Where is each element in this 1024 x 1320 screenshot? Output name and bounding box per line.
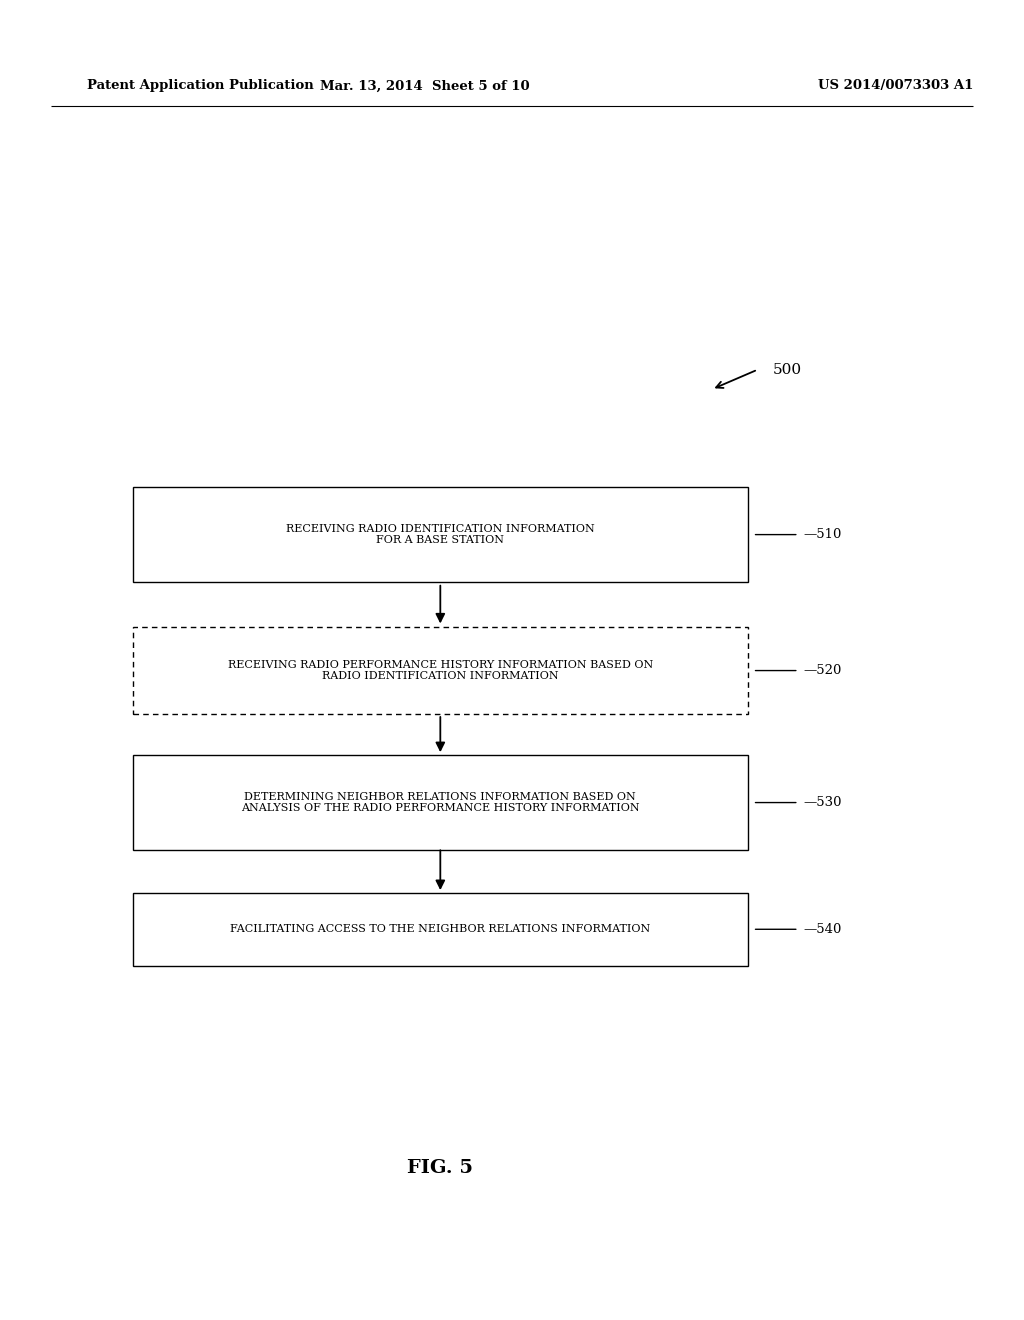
Text: FACILITATING ACCESS TO THE NEIGHBOR RELATIONS INFORMATION: FACILITATING ACCESS TO THE NEIGHBOR RELA… xyxy=(230,924,650,935)
FancyBboxPatch shape xyxy=(133,627,748,714)
Text: RECEIVING RADIO IDENTIFICATION INFORMATION
FOR A BASE STATION: RECEIVING RADIO IDENTIFICATION INFORMATI… xyxy=(286,524,595,545)
FancyBboxPatch shape xyxy=(133,894,748,966)
Text: —520: —520 xyxy=(804,664,842,677)
Text: DETERMINING NEIGHBOR RELATIONS INFORMATION BASED ON
ANALYSIS OF THE RADIO PERFOR: DETERMINING NEIGHBOR RELATIONS INFORMATI… xyxy=(241,792,640,813)
Text: FIG. 5: FIG. 5 xyxy=(408,1159,473,1177)
Text: —540: —540 xyxy=(804,923,842,936)
Text: RECEIVING RADIO PERFORMANCE HISTORY INFORMATION BASED ON
RADIO IDENTIFICATION IN: RECEIVING RADIO PERFORMANCE HISTORY INFO… xyxy=(227,660,653,681)
Text: Mar. 13, 2014  Sheet 5 of 10: Mar. 13, 2014 Sheet 5 of 10 xyxy=(321,79,529,92)
FancyBboxPatch shape xyxy=(133,755,748,850)
Text: —530: —530 xyxy=(804,796,843,809)
Text: Patent Application Publication: Patent Application Publication xyxy=(87,79,313,92)
FancyBboxPatch shape xyxy=(133,487,748,582)
Text: —510: —510 xyxy=(804,528,842,541)
Text: US 2014/0073303 A1: US 2014/0073303 A1 xyxy=(818,79,974,92)
Text: 500: 500 xyxy=(773,363,802,376)
